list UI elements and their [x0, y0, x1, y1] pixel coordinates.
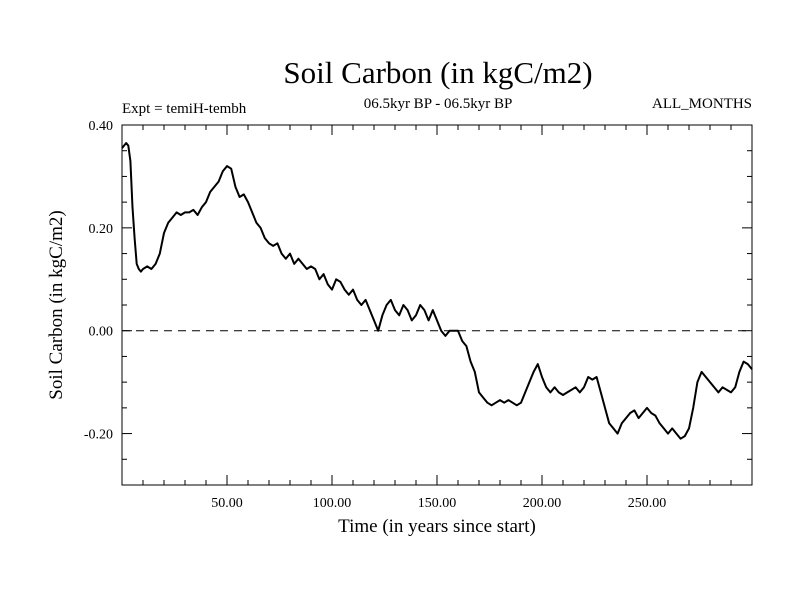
subtitle-left: Expt = temiH-tembh — [122, 101, 247, 117]
x-tick-label: 50.00 — [211, 496, 243, 511]
subtitle-center: 06.5kyr BP - 06.5kyr BP — [364, 96, 513, 112]
chart-title: Soil Carbon (in kgC/m2) — [283, 55, 592, 90]
y-tick-label: -0.20 — [84, 428, 113, 443]
y-tick-label: 0.20 — [89, 222, 114, 237]
ticks-layer — [122, 125, 752, 485]
x-axis-label: Time (in years since start) — [338, 516, 536, 537]
subtitle-right: ALL_MONTHS — [652, 96, 752, 112]
x-tick-label: 250.00 — [628, 496, 667, 511]
x-tick-labels: 50.00 100.00 150.00 200.00 250.00 — [211, 496, 666, 511]
x-tick-label: 150.00 — [418, 496, 457, 511]
x-tick-label: 100.00 — [313, 496, 352, 511]
series-line-soil-carbon — [121, 142, 753, 440]
x-tick-label: 200.00 — [523, 496, 562, 511]
y-tick-label: 0.40 — [89, 119, 114, 134]
y-tick-labels: -0.20 0.00 0.20 0.40 — [84, 119, 113, 443]
y-axis-label: Soil Carbon (in kgC/m2) — [46, 210, 67, 399]
y-tick-label: 0.00 — [89, 325, 114, 340]
